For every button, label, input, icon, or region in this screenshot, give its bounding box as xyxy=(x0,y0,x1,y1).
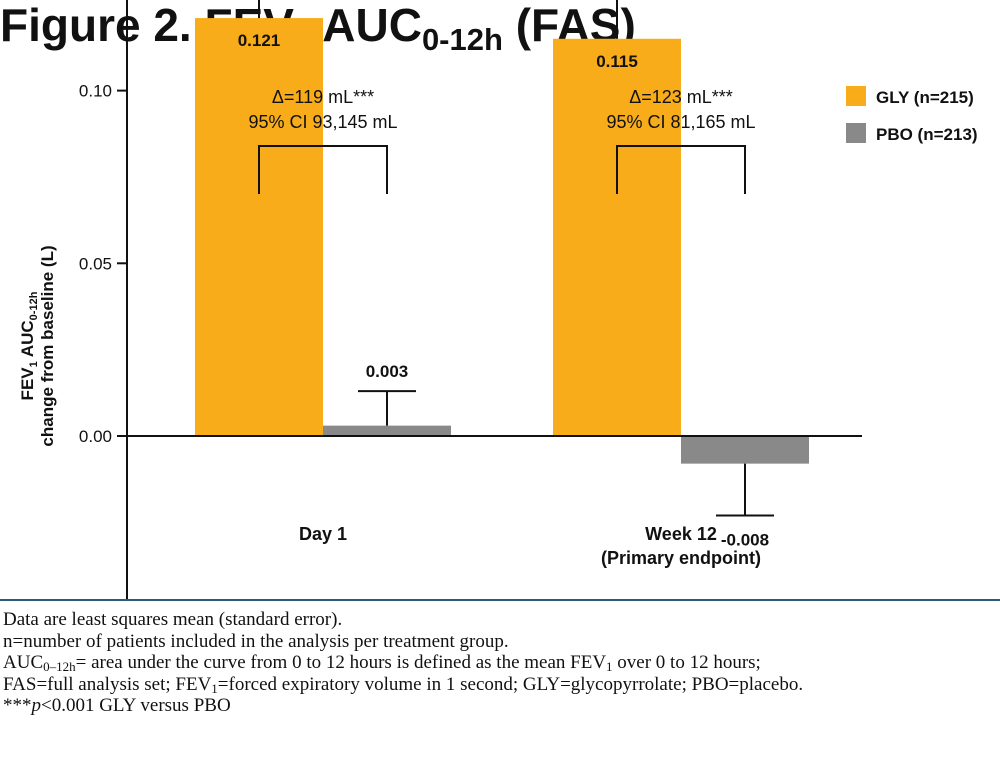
footnote-line: AUC0–12h= area under the curve from 0 to… xyxy=(3,652,993,674)
y-axis-title-line2: change from baseline (L) xyxy=(38,245,57,446)
bar-pbo xyxy=(323,425,451,436)
footnote-line: n=number of patients included in the ana… xyxy=(3,631,993,653)
bar-pbo xyxy=(681,436,809,464)
footnote-text: <0.001 GLY versus PBO xyxy=(41,695,231,716)
footnote-subscript: 1 xyxy=(606,659,613,674)
footnote-text: n=number of patients included in the ana… xyxy=(3,630,509,652)
comparison-ci: 95% CI 81,165 mL xyxy=(606,112,755,132)
footnote-text: = area under the curve from 0 to 12 hour… xyxy=(75,652,607,673)
y-tick-label: 0.00 xyxy=(79,427,112,446)
footnote-line: Data are least squares mean (standard er… xyxy=(3,609,993,631)
bar-chart: 0.150.100.050.00-0.050.1210.1150.003-0.0… xyxy=(18,0,978,600)
y-axis-title-text: FEV xyxy=(18,367,37,401)
data-label: 0.115 xyxy=(596,52,638,71)
legend-swatch-pbo xyxy=(846,123,866,143)
title-subscript: 0-12h xyxy=(421,22,503,57)
title-text: AUC xyxy=(311,0,422,51)
footnote-subscript: 1 xyxy=(211,680,218,696)
legend-swatch-gly xyxy=(846,86,866,106)
footnote-text: over 0 to 12 hours; xyxy=(612,652,761,673)
y-tick-label: 0.10 xyxy=(79,82,112,101)
footnote-text: Data are least squares mean (standard er… xyxy=(3,609,343,630)
footnote-text: p xyxy=(31,695,42,716)
x-category-label: Day 1 xyxy=(299,524,347,544)
y-tick-label: 0.05 xyxy=(79,254,112,273)
footnote-text: *** xyxy=(3,695,32,716)
comparison-delta: Δ=123 mL*** xyxy=(629,87,733,107)
legend-label: PBO (n=213) xyxy=(876,125,978,144)
y-axis-title-subscript: 1 xyxy=(28,361,40,367)
x-category-label: Week 12 xyxy=(645,524,717,544)
x-category-label: (Primary endpoint) xyxy=(601,548,761,568)
bar-gly xyxy=(195,18,323,436)
footnote-line: FAS=full analysis set; FEV1=forced expir… xyxy=(3,674,993,696)
footnote-text: AUC xyxy=(3,652,44,673)
legend-label: GLY (n=215) xyxy=(876,88,974,107)
bar-gly xyxy=(553,38,681,436)
comparison-ci: 95% CI 93,145 mL xyxy=(248,112,397,132)
footnote-line: ***p<0.001 GLY versus PBO xyxy=(3,695,993,717)
data-label: 0.121 xyxy=(238,31,281,50)
data-label: 0.003 xyxy=(366,362,409,381)
footnotes: Data are least squares mean (standard er… xyxy=(3,609,993,717)
footnote-text: =forced expiratory volume in 1 second; G… xyxy=(217,673,804,695)
y-axis-title: FEV1 AUC0-12h xyxy=(18,291,40,400)
comparison-delta: Δ=119 mL*** xyxy=(272,87,374,107)
footnote-subscript: 0–12h xyxy=(43,659,76,674)
y-axis-title-subscript: 0-12h xyxy=(28,291,40,320)
comparison-bracket xyxy=(258,145,388,194)
footnote-text: FAS=full analysis set; FEV xyxy=(3,673,212,695)
footnote-divider xyxy=(0,599,1000,601)
data-label: -0.008 xyxy=(721,530,769,549)
y-axis-title-text: AUC xyxy=(18,320,37,361)
comparison-bracket xyxy=(616,145,746,194)
